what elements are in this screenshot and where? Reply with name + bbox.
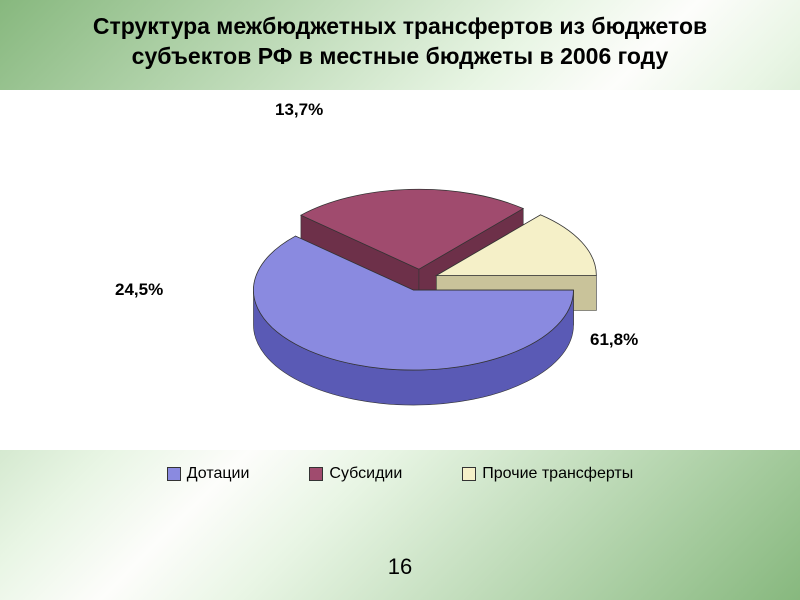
legend-swatch-0	[167, 467, 181, 481]
legend-label-0: Дотации	[187, 465, 250, 483]
pie-chart: 61,8% 24,5% 13,7%	[0, 90, 800, 450]
slice-label-2: 13,7%	[275, 100, 323, 120]
title-line-2: субъектов РФ в местные бюджеты в 2006 го…	[132, 43, 669, 69]
page-number: 16	[0, 554, 800, 580]
legend: Дотации Субсидии Прочие трансферты	[0, 465, 800, 483]
slice-label-0: 61,8%	[590, 330, 638, 350]
legend-swatch-2	[462, 467, 476, 481]
legend-item-0: Дотации	[167, 465, 250, 483]
chart-title: Структура межбюджетных трансфертов из бю…	[0, 0, 800, 72]
legend-label-2: Прочие трансферты	[482, 465, 633, 483]
legend-swatch-1	[309, 467, 323, 481]
title-line-1: Структура межбюджетных трансфертов из бю…	[93, 13, 707, 39]
legend-item-1: Субсидии	[309, 465, 402, 483]
slice-label-1: 24,5%	[115, 280, 163, 300]
legend-label-1: Субсидии	[329, 465, 402, 483]
legend-item-2: Прочие трансферты	[462, 465, 633, 483]
